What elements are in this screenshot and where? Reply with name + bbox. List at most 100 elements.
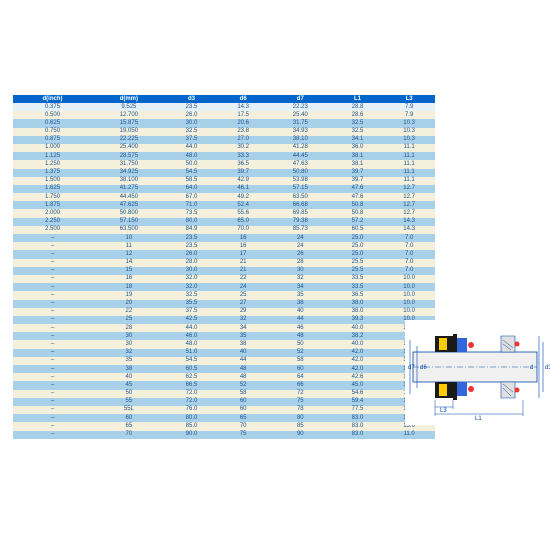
table-cell: 28	[92, 324, 166, 332]
table-cell: 26.0	[166, 250, 218, 258]
table-cell: 44	[269, 316, 332, 324]
table-cell: 66.5	[166, 381, 218, 389]
table-cell: 7.0	[383, 234, 435, 242]
table-cell: 50.8	[332, 201, 384, 209]
table-cell: 2.250	[13, 218, 92, 226]
table-cell: –	[13, 267, 92, 275]
table-row: –4566.5526645.010.0	[13, 381, 435, 389]
table-cell: 38.0	[332, 308, 384, 316]
table-cell: 66	[269, 381, 332, 389]
table-cell: 48	[269, 332, 332, 340]
table-row: 0.87522.22537.527.038.1034.110.3	[13, 136, 435, 144]
table-row: –1428.0212825.57.0	[13, 259, 435, 267]
table-cell: 50.800	[92, 209, 166, 217]
table-cell: 7.0	[383, 259, 435, 267]
table-cell: 55	[92, 398, 166, 406]
table-cell: 0.500	[13, 111, 92, 119]
table-cell: 38.100	[92, 177, 166, 185]
table-cell: 17	[217, 250, 269, 258]
table-cell: 47.6	[332, 193, 384, 201]
table-cell: 11.1	[383, 144, 435, 152]
table-cell: 60.5	[332, 226, 384, 234]
table-cell: 7.0	[383, 250, 435, 258]
table-cell: 85.0	[166, 422, 218, 430]
table-cell: 10.3	[383, 119, 435, 127]
table-cell: 70	[92, 431, 166, 439]
table-cell: 7.0	[383, 242, 435, 250]
table-cell: 46	[269, 324, 332, 332]
table-cell: –	[13, 398, 92, 406]
table-cell: 41.28	[269, 144, 332, 152]
table-cell: 54.5	[166, 357, 218, 365]
table-row: –55L76.0607877.512.0	[13, 406, 435, 414]
table-cell: 40	[92, 373, 166, 381]
table-cell: 58	[217, 390, 269, 398]
table-cell: 78	[269, 406, 332, 414]
table-cell: 39.7	[217, 169, 269, 177]
table-cell: 50.8	[332, 209, 384, 217]
table-cell: 11.1	[383, 152, 435, 160]
table-row: –3046.0354838.27.5	[13, 332, 435, 340]
table-cell: 25.0	[332, 250, 384, 258]
table-cell: 16	[92, 275, 166, 283]
table-cell: –	[13, 431, 92, 439]
table-cell: 7.9	[383, 111, 435, 119]
table-cell: 38	[92, 365, 166, 373]
table-cell: 80.0	[166, 218, 218, 226]
table-cell: 45	[92, 381, 166, 389]
table-cell: 75	[269, 398, 332, 406]
table-cell: 57.2	[332, 218, 384, 226]
table-cell: 47.63	[269, 160, 332, 168]
table-cell: 47.625	[92, 201, 166, 209]
table-cell: 10.0	[383, 308, 435, 316]
table-cell: –	[13, 340, 92, 348]
table-cell: 50.0	[166, 160, 218, 168]
table-cell: 67.0	[166, 193, 218, 201]
table-cell: 39.7	[332, 169, 384, 177]
table-cell: 36.5	[332, 291, 384, 299]
table-cell: 40	[269, 308, 332, 316]
table-cell: 69.85	[269, 209, 332, 217]
table-row: –3860.5486042.010.0	[13, 365, 435, 373]
label-l3: L3	[440, 408, 447, 414]
table-cell: 58.5	[166, 177, 218, 185]
table-cell: 72	[269, 390, 332, 398]
table-cell: 1.000	[13, 144, 92, 152]
table-cell: 30.2	[217, 144, 269, 152]
table-cell: 31.750	[92, 160, 166, 168]
table-cell: 32	[92, 349, 166, 357]
table-cell: 50.80	[269, 169, 332, 177]
table-cell: 34	[269, 283, 332, 291]
table-cell: 59.4	[332, 398, 384, 406]
table-row: –2237.5294038.010.0	[13, 308, 435, 316]
table-cell: 14.3	[383, 218, 435, 226]
table-cell: 32.5	[166, 128, 218, 136]
table-cell: 85.73	[269, 226, 332, 234]
table-cell: 12.7	[383, 201, 435, 209]
table-cell: 45.0	[332, 381, 384, 389]
table-row: –7090.0759083.011.0	[13, 431, 435, 439]
table-cell: 60	[217, 398, 269, 406]
table-cell: 49.2	[217, 193, 269, 201]
table-cell: 0.375	[13, 103, 92, 111]
table-row: –1226.0172625.07.0	[13, 250, 435, 258]
table-cell: 22	[217, 275, 269, 283]
table-cell: 26	[269, 250, 332, 258]
table-cell: 15.875	[92, 119, 166, 127]
table-cell: 10	[92, 234, 166, 242]
label-d6: d6	[420, 365, 427, 371]
table-cell: 50	[92, 390, 166, 398]
table-cell: –	[13, 373, 92, 381]
table-cell: 7.9	[383, 103, 435, 111]
table-cell: 36.0	[332, 144, 384, 152]
table-cell: 32.5	[166, 291, 218, 299]
table-cell: –	[13, 242, 92, 250]
table-cell: 35	[92, 357, 166, 365]
table-cell: 48.0	[166, 340, 218, 348]
table-cell: 64	[269, 373, 332, 381]
table-row: –2844.0344640.010.0	[13, 324, 435, 332]
table-cell: 1.750	[13, 193, 92, 201]
table-row: 1.87547.62571.052.466.6850.812.7	[13, 201, 435, 209]
table-row: –3048.0385040.010.0	[13, 340, 435, 348]
table-cell: 25.5	[332, 267, 384, 275]
